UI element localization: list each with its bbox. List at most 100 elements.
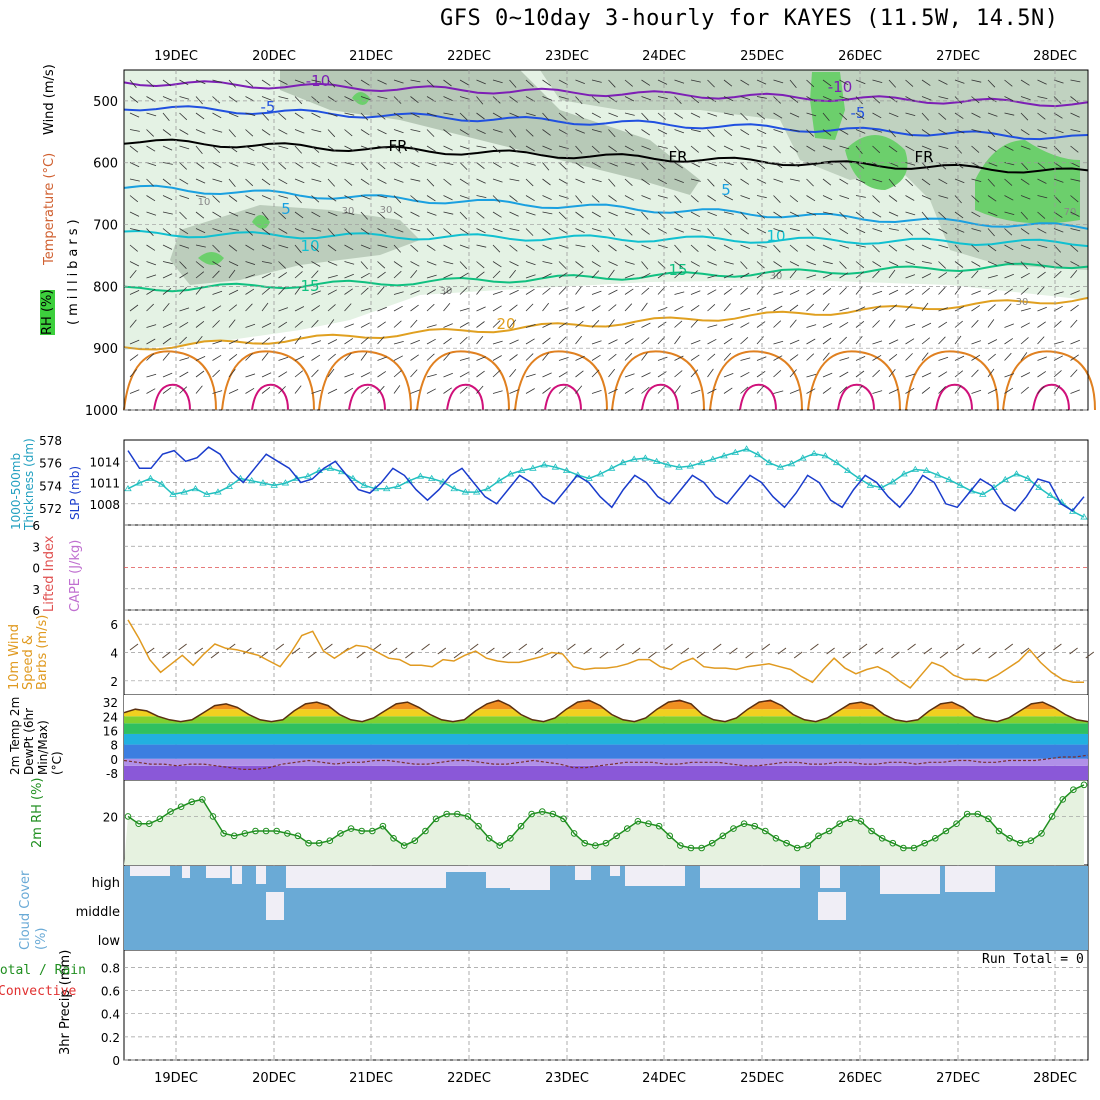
upper-barb xyxy=(129,339,140,345)
upper-barb xyxy=(509,269,517,279)
upper-barb xyxy=(1037,244,1048,248)
upper-barb xyxy=(1053,305,1063,312)
upper-barb xyxy=(344,244,354,251)
upper-barb xyxy=(789,389,800,394)
thickness-tick-578: 578 xyxy=(39,434,62,448)
thickness-tick-576: 576 xyxy=(39,457,62,471)
upper-barb xyxy=(245,178,254,187)
upper-barb xyxy=(294,385,302,394)
upper-barb xyxy=(905,79,914,87)
upper-barb xyxy=(723,228,732,236)
upper-barb xyxy=(525,162,536,166)
upper-barb xyxy=(410,112,420,118)
contour-label-8: 5 xyxy=(721,181,731,199)
upper-barb xyxy=(938,286,946,295)
surface-barb xyxy=(842,651,852,659)
upper-barb xyxy=(129,112,140,118)
surface-barb xyxy=(1053,643,1062,651)
upper-barb xyxy=(360,386,369,394)
upper-barb xyxy=(162,195,173,201)
upper-barb xyxy=(888,261,899,267)
upper-barb xyxy=(212,244,220,253)
upper-barb xyxy=(1020,287,1029,295)
upper-barb xyxy=(393,261,403,268)
upper-barb xyxy=(971,369,979,378)
pressure-tick-800: 800 xyxy=(93,280,118,295)
upper-barb xyxy=(740,287,749,295)
upper-barb xyxy=(690,178,701,182)
upper-barb xyxy=(707,228,715,237)
upper-barb xyxy=(195,112,205,120)
upper-barb xyxy=(608,353,617,361)
run-total: Run Total = 0 xyxy=(982,952,1084,967)
dewpoint-line xyxy=(123,754,1089,770)
upper-barb xyxy=(459,96,470,100)
upper-barb xyxy=(839,371,849,378)
upper-barb xyxy=(212,354,222,361)
surface-barb xyxy=(615,643,625,651)
upper-barb xyxy=(1037,371,1047,378)
surface-barb xyxy=(680,647,690,655)
upper-barb xyxy=(492,211,502,218)
upper-barb xyxy=(294,162,304,169)
upper-barb xyxy=(542,352,550,361)
surface-barb xyxy=(745,651,754,659)
upper-barb xyxy=(294,145,302,154)
upper-barb xyxy=(542,112,550,121)
upper-barb xyxy=(987,211,998,217)
upper-barb xyxy=(773,112,783,119)
precip-tick-0.6: 0.6 xyxy=(101,985,120,999)
upper-barb xyxy=(789,369,797,378)
upper-barb xyxy=(459,272,469,279)
upper-barb xyxy=(872,228,883,232)
upper-barb xyxy=(822,261,833,265)
upper-barb xyxy=(542,228,551,236)
upper-barb xyxy=(476,162,485,170)
upper-barb xyxy=(179,336,187,345)
upper-barb xyxy=(1020,372,1031,378)
upper-barb xyxy=(657,195,668,199)
pressure-tick-600: 600 xyxy=(93,157,118,172)
upper-barb xyxy=(1070,354,1079,361)
upper-barb xyxy=(723,129,733,137)
upper-barb xyxy=(624,228,633,236)
upper-barb xyxy=(360,162,369,171)
upper-barb xyxy=(674,96,682,104)
upper-barb xyxy=(162,96,173,101)
upper-barb xyxy=(426,353,435,361)
upper-barb xyxy=(542,145,552,151)
upper-barb xyxy=(558,228,568,235)
upper-barb xyxy=(410,211,420,217)
upper-barb xyxy=(492,228,503,233)
upper-barb xyxy=(1070,79,1081,83)
upper-barb xyxy=(525,324,536,328)
upper-barb xyxy=(558,79,568,86)
upper-barb xyxy=(195,286,203,295)
upper-barb xyxy=(426,129,435,137)
upper-barb xyxy=(377,228,387,234)
upper-barb xyxy=(261,129,271,136)
upper-barb xyxy=(608,289,618,295)
li-tick-3: 3 xyxy=(32,583,40,597)
upper-barb xyxy=(806,145,816,152)
upper-barb xyxy=(1020,244,1031,250)
upper-barb xyxy=(146,195,156,202)
upper-barb xyxy=(657,371,667,378)
upper-barb xyxy=(690,195,699,203)
upper-barb xyxy=(476,79,486,85)
upper-barb xyxy=(344,178,353,186)
upper-barb xyxy=(674,211,683,219)
upper-barb xyxy=(393,228,404,233)
upper-barb xyxy=(839,357,850,361)
upper-barb xyxy=(921,178,931,186)
upper-barb xyxy=(905,353,913,361)
upper-barb xyxy=(921,228,931,235)
upper-barb xyxy=(921,302,929,312)
surface-barb xyxy=(129,643,139,651)
upper-barb xyxy=(360,372,371,378)
upper-barb xyxy=(146,112,157,117)
day-label-top-9: 28DEC xyxy=(1033,49,1077,64)
upper-barb xyxy=(377,79,387,85)
upper-barb xyxy=(591,79,602,83)
upper-barb xyxy=(228,244,238,252)
